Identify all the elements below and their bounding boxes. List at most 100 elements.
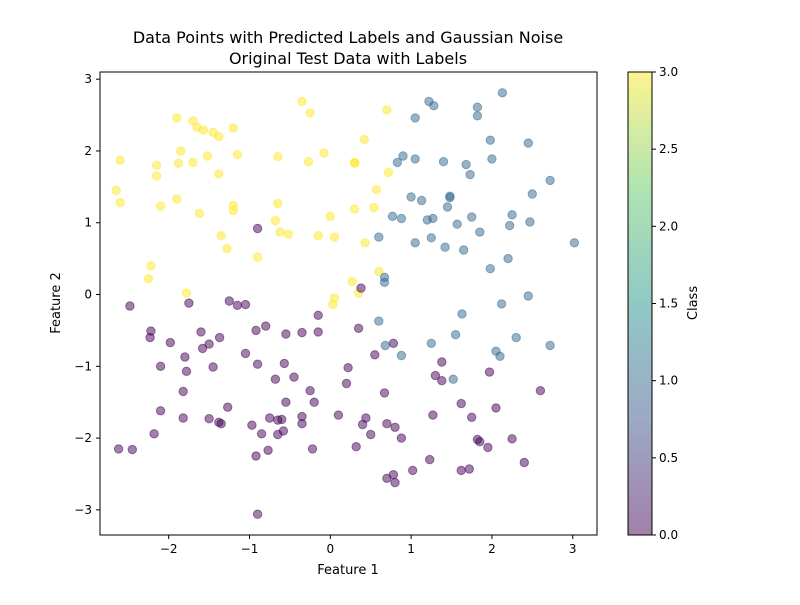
data-point-class-0 [216,419,226,429]
data-point-class-0 [370,350,380,360]
data-point-class-0 [491,403,501,413]
y-axis-label: Feature 2 [49,272,64,334]
data-point-class-1 [485,264,495,274]
data-point-class-1 [442,202,453,212]
x-axis-label: Feature 1 [317,563,379,578]
data-point-class-1 [448,374,458,384]
data-point-class-3 [325,211,335,222]
data-point-class-0 [297,419,307,429]
data-point-class-0 [305,386,315,396]
data-point-class-3 [146,261,156,271]
data-point-class-3 [359,134,369,145]
data-point-class-1 [438,157,449,167]
data-point-class-0 [408,465,418,476]
data-point-class-3 [349,204,360,214]
data-point-class-0 [251,325,261,336]
colorbar-tick-label: 1.0 [659,374,678,388]
data-point-class-0 [289,372,299,382]
data-point-class-0 [178,386,188,397]
data-point-class-0 [127,444,138,455]
colorbar-tick-label: 0.5 [659,451,678,465]
y-tick-label: 3 [84,72,92,86]
data-point-class-3 [188,157,198,168]
data-point-class-0 [390,422,400,432]
data-point-class-0 [388,470,399,480]
plot-frame [99,71,598,536]
data-point-class-3 [216,231,226,241]
data-point-class-3 [252,252,263,262]
data-point-class-3 [305,108,315,118]
data-point-class-0 [425,454,435,465]
data-point-class-0 [309,397,319,407]
data-point-class-1 [426,338,436,348]
data-point-class-0 [256,429,267,439]
data-point-class-0 [356,283,366,293]
data-point-class-1 [450,330,461,340]
data-point-class-1 [410,113,420,123]
data-point-class-3 [383,167,394,178]
data-point-class-0 [437,357,447,367]
data-point-class-0 [145,332,155,343]
y-tick-label: −1 [74,359,92,373]
data-point-class-0 [456,465,466,476]
data-point-class-1 [416,195,427,206]
y-tick-label: 0 [84,288,92,302]
data-point-class-0 [251,451,261,461]
data-point-class-0 [125,301,135,311]
data-point-class-0 [281,329,291,339]
points-layer [111,88,580,519]
data-point-class-0 [333,410,344,420]
data-point-class-0 [204,414,214,424]
data-point-class-1 [374,316,384,326]
data-point-class-3 [214,169,224,179]
data-point-class-0 [430,370,441,381]
data-point-class-0 [184,298,194,308]
data-point-class-0 [181,366,192,376]
data-point-class-0 [265,413,275,423]
data-point-class-0 [252,509,263,519]
data-point-class-0 [263,445,273,455]
data-point-class-1 [457,309,467,319]
data-point-class-0 [428,410,438,420]
data-point-class-0 [475,437,485,447]
data-point-class-1 [387,211,398,222]
data-point-class-0 [223,402,233,412]
data-point-class-1 [398,151,408,161]
colorbar-axis: 0.0 0.5 1.0 1.5 2.0 2.5 3.0 [652,65,678,542]
x-tick-label: 3 [569,542,577,556]
data-point-class-0 [484,367,495,377]
y-tick-label: −3 [74,503,92,517]
y-axis: −3 −2 −1 0 1 2 3 [74,72,100,517]
data-point-class-3 [347,276,357,287]
data-point-class-1 [410,154,420,164]
data-point-class-3 [115,155,125,166]
data-point-class-0 [279,358,289,369]
data-point-class-3 [303,157,314,167]
x-tick-label: 1 [407,542,415,556]
data-point-class-0 [313,327,323,337]
chart-title: Data Points with Predicted Labels and Ga… [133,28,563,47]
data-point-class-3 [228,123,239,133]
data-point-class-1 [527,189,537,199]
data-point-class-1 [507,210,517,220]
colorbar-label: Class [686,286,701,320]
data-point-class-1 [485,135,495,145]
data-point-class-0 [507,434,517,444]
data-point-class-3 [382,105,392,115]
data-point-class-0 [519,457,529,468]
data-point-class-3 [273,198,283,209]
data-point-class-3 [173,158,184,168]
colorbar-tick-label: 2.0 [659,219,678,233]
data-point-class-1 [523,138,533,148]
data-point-class-1 [505,220,515,231]
data-point-class-0 [467,412,477,422]
data-point-class-0 [197,343,208,354]
data-point-class-3 [198,125,209,135]
data-point-class-0 [252,359,263,369]
data-point-class-0 [535,386,546,396]
data-point-class-3 [155,201,166,211]
data-point-class-1 [392,157,403,168]
data-point-class-1 [445,192,455,203]
data-point-class-3 [360,238,370,248]
